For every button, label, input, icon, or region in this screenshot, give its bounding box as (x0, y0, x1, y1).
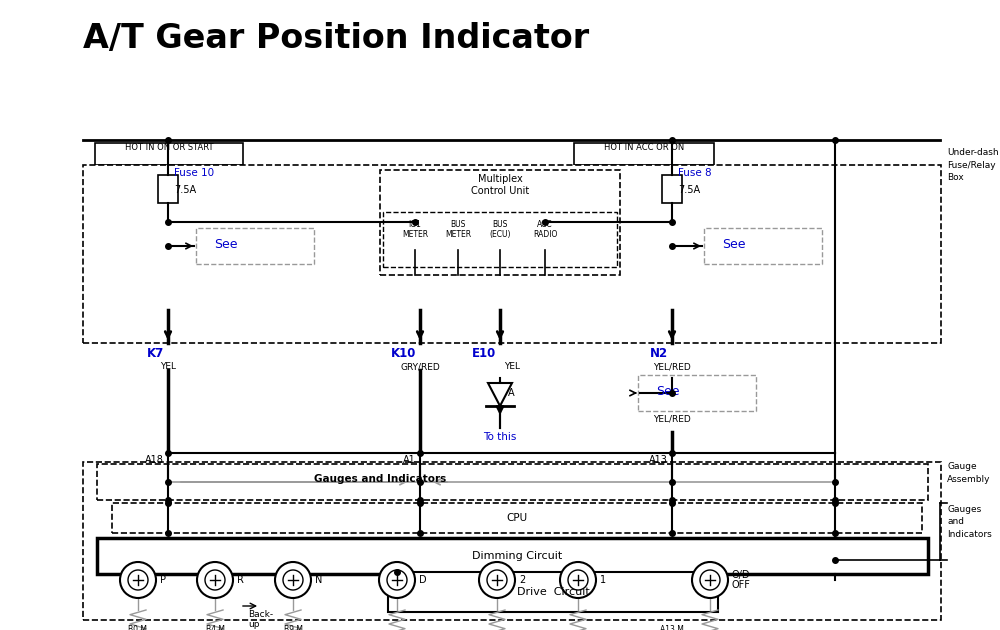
Text: A13: A13 (649, 455, 668, 465)
Text: A1: A1 (403, 455, 416, 465)
Text: To this: To this (483, 432, 517, 442)
FancyBboxPatch shape (388, 572, 718, 612)
Text: N2: N2 (650, 347, 668, 360)
Text: Gauge
Assembly: Gauge Assembly (947, 462, 990, 483)
Text: See: See (656, 385, 680, 398)
Text: Gauges and Indicators: Gauges and Indicators (314, 474, 446, 484)
FancyBboxPatch shape (95, 143, 243, 165)
FancyBboxPatch shape (158, 175, 178, 203)
Text: 2: 2 (519, 575, 525, 585)
Text: D: D (419, 575, 427, 585)
Circle shape (692, 562, 728, 598)
Text: YEL/RED: YEL/RED (653, 415, 691, 424)
FancyBboxPatch shape (83, 462, 941, 620)
Text: A13 M: A13 M (660, 625, 684, 630)
Text: Fuse 8: Fuse 8 (678, 168, 712, 178)
Circle shape (197, 562, 233, 598)
Text: A/T Gear Position Indicator: A/T Gear Position Indicator (83, 22, 589, 55)
Text: See: See (722, 238, 746, 251)
Text: ACC
RADIO: ACC RADIO (533, 220, 557, 239)
Text: YEL: YEL (504, 362, 520, 371)
Text: K7: K7 (147, 347, 164, 360)
FancyBboxPatch shape (112, 503, 922, 533)
Text: 7.5A: 7.5A (174, 185, 196, 195)
FancyBboxPatch shape (97, 464, 928, 500)
Text: GRY/RED: GRY/RED (400, 362, 440, 371)
Text: Drive  Circuit: Drive Circuit (517, 587, 589, 597)
Text: 1: 1 (600, 575, 606, 585)
Text: B0 M: B0 M (128, 625, 148, 630)
Text: See: See (214, 238, 238, 251)
FancyBboxPatch shape (97, 538, 928, 574)
Circle shape (700, 570, 720, 590)
Text: K10: K10 (391, 347, 416, 360)
Text: CPU: CPU (506, 513, 528, 523)
Circle shape (205, 570, 225, 590)
FancyBboxPatch shape (574, 143, 714, 165)
Text: B9 M: B9 M (284, 625, 302, 630)
Text: Gauges
and
Indicators: Gauges and Indicators (947, 505, 992, 539)
Text: YEL: YEL (160, 362, 176, 371)
Circle shape (283, 570, 303, 590)
FancyBboxPatch shape (83, 165, 941, 343)
Circle shape (128, 570, 148, 590)
Text: O/D
OFF: O/D OFF (732, 570, 751, 590)
Text: Under-dash
Fuse/Relay
Box: Under-dash Fuse/Relay Box (947, 148, 999, 182)
FancyBboxPatch shape (383, 212, 617, 267)
Circle shape (487, 570, 507, 590)
Text: HOT IN ACC OR ON: HOT IN ACC OR ON (604, 143, 684, 152)
FancyBboxPatch shape (196, 228, 314, 264)
Text: N: N (315, 575, 322, 585)
Circle shape (479, 562, 515, 598)
FancyBboxPatch shape (638, 375, 756, 411)
Text: Back-
up
Light: Back- up Light (248, 610, 273, 630)
Circle shape (379, 562, 415, 598)
FancyBboxPatch shape (662, 175, 682, 203)
Text: BUS
METER: BUS METER (445, 220, 471, 239)
Text: YEL/RED: YEL/RED (653, 362, 691, 371)
Text: Multiplex
Control Unit: Multiplex Control Unit (471, 174, 529, 197)
Circle shape (568, 570, 588, 590)
FancyBboxPatch shape (380, 170, 620, 275)
FancyBboxPatch shape (704, 228, 822, 264)
Text: A: A (508, 388, 515, 398)
Text: 7.5A: 7.5A (678, 185, 700, 195)
Text: IG1
METER: IG1 METER (402, 220, 428, 239)
Text: E10: E10 (472, 347, 496, 360)
Text: B4 M: B4 M (206, 625, 224, 630)
Text: Dimming Circuit: Dimming Circuit (472, 551, 562, 561)
Text: Fuse 10: Fuse 10 (174, 168, 214, 178)
Text: R: R (237, 575, 244, 585)
Circle shape (275, 562, 311, 598)
Circle shape (387, 570, 407, 590)
Text: HOT IN ON OR START: HOT IN ON OR START (125, 143, 213, 152)
Circle shape (560, 562, 596, 598)
Circle shape (120, 562, 156, 598)
Text: P: P (160, 575, 166, 585)
Polygon shape (488, 383, 512, 406)
Text: BUS
(ECU): BUS (ECU) (489, 220, 511, 239)
Text: A18: A18 (145, 455, 164, 465)
